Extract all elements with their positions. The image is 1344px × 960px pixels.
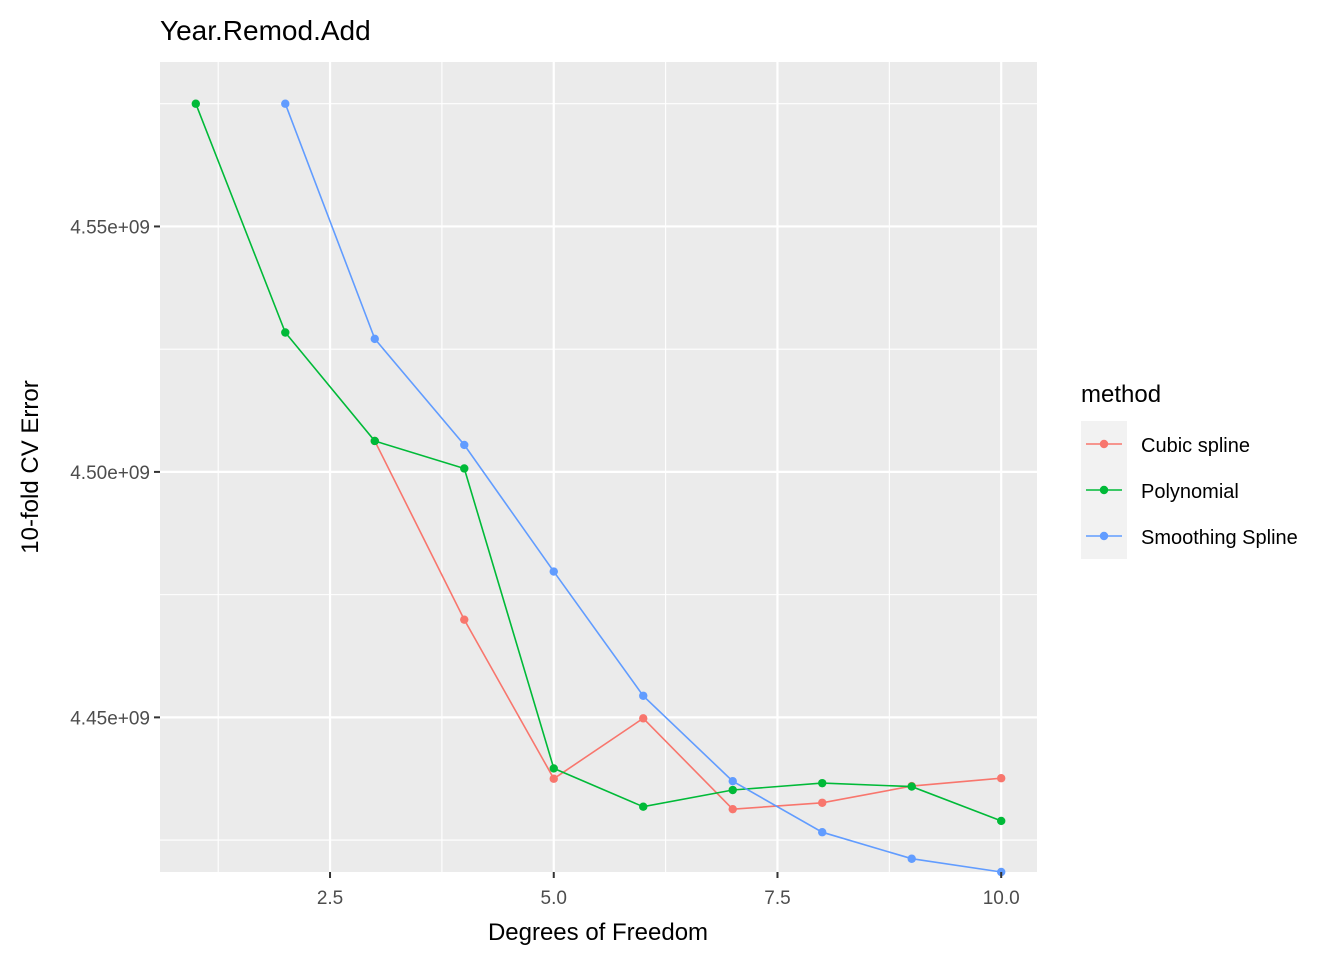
y-axis: 4.45e+09 4.50e+09 4.55e+09: [70, 217, 160, 729]
y-tick-label: 4.50e+09: [70, 463, 150, 484]
data-point-polynomial: [907, 782, 916, 791]
legend-label-smoothing-spline: Smoothing Spline: [1141, 527, 1298, 549]
legend: method Cubic spline Polynomial Smoothing S…: [1081, 381, 1298, 559]
data-point-smoothing-spline: [281, 99, 290, 108]
y-tick-label: 4.55e+09: [70, 217, 150, 238]
data-point-smoothing-spline: [907, 854, 916, 863]
data-point-cubic-spline: [549, 774, 558, 783]
data-point-smoothing-spline: [370, 334, 379, 344]
x-axis: 2.5 5.0 7.5 10.0: [317, 872, 1020, 909]
grid-minor: [160, 62, 1037, 872]
data-point-polynomial: [818, 778, 827, 788]
data-point-cubic-spline: [818, 798, 827, 807]
series-line-polynomial: [195, 103, 1002, 822]
legend-keys: Cubic spline Polynomial Smoothing Spline: [1081, 421, 1298, 559]
data-point-smoothing-spline: [639, 691, 648, 700]
data-point-polynomial: [639, 802, 648, 811]
y-tick-label: 4.45e+09: [70, 708, 150, 729]
data-point-smoothing-spline: [549, 567, 558, 576]
x-tick-label: 5.0: [541, 888, 567, 909]
data-point-smoothing-spline: [460, 440, 469, 450]
legend-label-cubic-spline: Cubic spline: [1141, 435, 1250, 457]
y-axis-label: 10-fold CV Error: [17, 380, 44, 553]
data-point-polynomial: [191, 99, 200, 108]
grid-major: [160, 62, 1037, 872]
x-axis-label: Degrees of Freedom: [488, 919, 708, 946]
data-point-polynomial: [549, 764, 558, 773]
plot-panel: [160, 62, 1037, 872]
x-tick-label: 2.5: [317, 888, 343, 909]
series-line-cubic-spline: [374, 440, 1002, 811]
data-point-polynomial: [460, 464, 469, 473]
data-point-polynomial: [281, 328, 290, 337]
legend-key-point-smoothing-spline: [1099, 531, 1109, 541]
data-point-polynomial: [997, 816, 1006, 826]
legend-key-point-polynomial: [1099, 485, 1109, 495]
data-point-cubic-spline: [460, 615, 469, 624]
data-point-cubic-spline: [728, 804, 737, 814]
legend-key-point-cubic-spline: [1099, 439, 1109, 449]
data-point-cubic-spline: [997, 774, 1006, 783]
data-point-cubic-spline: [639, 714, 648, 723]
data-point-smoothing-spline: [818, 828, 827, 837]
data-point-polynomial: [728, 785, 737, 795]
data-point-smoothing-spline: [728, 776, 737, 786]
series-layer: [191, 99, 1006, 877]
legend-title: method: [1081, 381, 1161, 408]
x-tick-label: 7.5: [764, 888, 790, 909]
chart-title: Year.Remod.Add: [160, 15, 371, 46]
legend-label-polynomial: Polynomial: [1141, 481, 1239, 503]
data-point-polynomial: [370, 436, 379, 446]
x-tick-label: 10.0: [983, 888, 1020, 909]
